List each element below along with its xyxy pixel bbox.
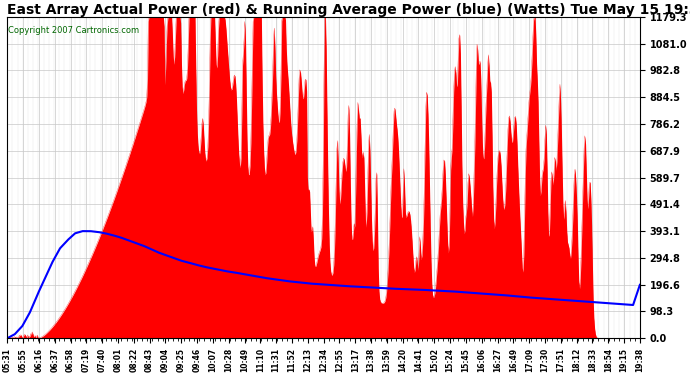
Text: East Array Actual Power (red) & Running Average Power (blue) (Watts) Tue May 15 : East Array Actual Power (red) & Running … xyxy=(8,3,690,17)
Text: Copyright 2007 Cartronics.com: Copyright 2007 Cartronics.com xyxy=(8,26,139,35)
